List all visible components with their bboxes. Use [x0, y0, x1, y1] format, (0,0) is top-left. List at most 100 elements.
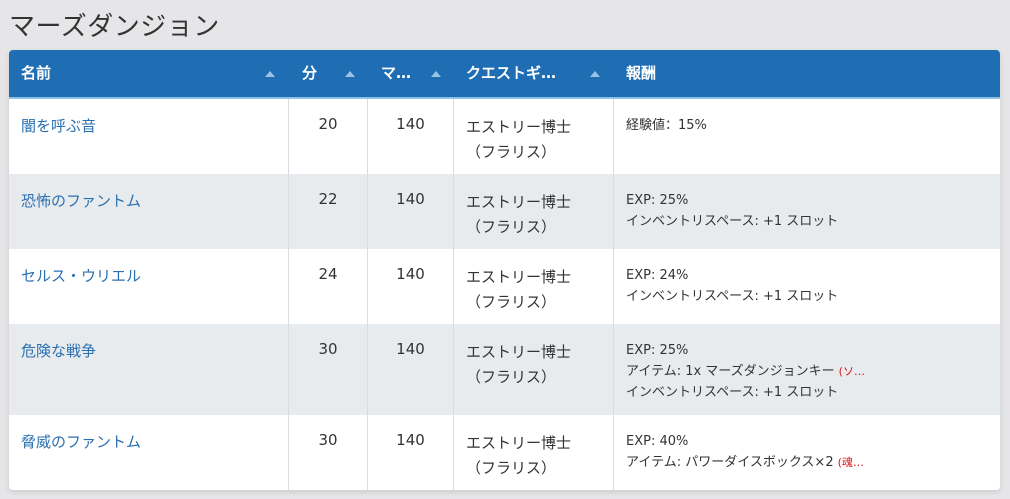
cell-giver: エストリー博士 （フラリス） — [454, 174, 614, 249]
mars-value: 140 — [396, 190, 425, 208]
quest-giver-name: エストリー博士 — [466, 193, 572, 211]
column-header-quest-giver[interactable]: クエストギ… — [454, 50, 614, 97]
reward-item: EXP: 24% — [626, 265, 992, 286]
minutes-value: 30 — [318, 431, 338, 449]
sort-asc-icon[interactable] — [265, 71, 275, 77]
reward-item: インベントリスペース: +1 スロット — [626, 286, 992, 307]
quest-giver-name: エストリー博士 — [466, 268, 572, 286]
reward-list: EXP: 40% アイテム: パワーダイスボックス×2 (魂… — [626, 431, 992, 473]
cell-name: 闇を呼ぶ音 — [9, 99, 289, 174]
cell-mars: 140 — [368, 249, 454, 324]
cell-minutes: 30 — [289, 415, 368, 490]
minutes-value: 22 — [318, 190, 338, 208]
column-header-name-label: 名前 — [21, 64, 52, 82]
reward-text: アイテム: パワーダイスボックス×2 — [626, 455, 834, 470]
reward-item: アイテム: 1x マーズダンジョンキー (ソ… — [626, 361, 992, 382]
reward-item: EXP: 25% — [626, 190, 992, 211]
cell-giver: エストリー博士 （フラリス） — [454, 249, 614, 324]
sort-asc-icon[interactable] — [590, 71, 600, 77]
cell-mars: 140 — [368, 415, 454, 490]
reward-list: EXP: 24% インベントリスペース: +1 スロット — [626, 265, 992, 307]
column-header-mars-label: マ… — [381, 64, 412, 82]
quest-giver-location: （フラリス） — [466, 218, 557, 236]
quest-name-link[interactable]: 闇を呼ぶ音 — [21, 117, 97, 135]
mars-value: 140 — [396, 340, 425, 358]
minutes-value: 24 — [318, 265, 338, 283]
reward-text: インベントリスペース: +1 スロット — [626, 289, 839, 304]
minutes-value: 20 — [318, 115, 338, 133]
table-row: セルス・ウリエル 24 140 エストリー博士 （フラリス） EXP: 24% インベントリ… — [9, 249, 1000, 325]
mars-value: 140 — [396, 431, 425, 449]
cell-name: 脅威のファントム — [9, 415, 289, 490]
quest-giver: エストリー博士 （フラリス） — [466, 340, 571, 390]
cell-giver: エストリー博士 （フラリス） — [454, 99, 614, 174]
reward-item: 経験値：15% — [626, 115, 992, 136]
cell-minutes: 20 — [289, 99, 368, 174]
reward-item: インベントリスペース: +1 スロット — [626, 211, 992, 232]
quest-name-link[interactable]: 恐怖のファントム — [21, 192, 142, 210]
table-row: 脅威のファントム 30 140 エストリー博士 （フラリス） EXP: 40% アイテム: … — [9, 415, 1000, 490]
cell-name: 危険な戦争 — [9, 324, 289, 415]
reward-text: アイテム: 1x マーズダンジョンキー — [626, 364, 835, 379]
column-header-mars[interactable]: マ… — [368, 50, 454, 97]
cell-mars: 140 — [368, 99, 454, 174]
column-header-minutes[interactable]: 分 — [292, 50, 368, 97]
reward-text: EXP: 25% — [626, 193, 689, 208]
cell-mars: 140 — [368, 324, 454, 415]
quest-giver: エストリー博士 （フラリス） — [466, 265, 571, 315]
quest-giver-name: エストリー博士 — [466, 118, 572, 136]
quest-name-link[interactable]: セルス・ウリエル — [21, 267, 142, 285]
reward-text: EXP: 40% — [626, 434, 689, 449]
reward-text: EXP: 24% — [626, 268, 689, 283]
column-header-name[interactable]: 名前 — [9, 50, 292, 97]
quest-giver: エストリー博士 （フラリス） — [466, 190, 571, 240]
column-header-minutes-label: 分 — [302, 64, 318, 82]
reward-item: インベントリスペース: +1 スロット — [626, 382, 992, 403]
quest-giver-name: エストリー博士 — [466, 343, 572, 361]
reward-note: (ソ… — [838, 365, 865, 378]
quest-giver-location: （フラリス） — [466, 368, 557, 386]
quest-giver: エストリー博士 （フラリス） — [466, 431, 571, 481]
column-header-quest-giver-label: クエストギ… — [466, 64, 557, 82]
cell-giver: エストリー博士 （フラリス） — [454, 415, 614, 490]
mars-value: 140 — [396, 115, 425, 133]
cell-reward: 経験値：15% — [614, 99, 1000, 174]
mars-value: 140 — [396, 265, 425, 283]
cell-reward: EXP: 25% アイテム: 1x マーズダンジョンキー (ソ… インベントリスペース… — [614, 324, 1000, 415]
reward-text: 経験値：15% — [626, 118, 707, 133]
reward-item: EXP: 40% — [626, 431, 992, 452]
cell-reward: EXP: 25% インベントリスペース: +1 スロット — [614, 174, 1000, 249]
reward-text: インベントリスペース: +1 スロット — [626, 214, 839, 229]
cell-giver: エストリー博士 （フラリス） — [454, 324, 614, 415]
quest-giver-location: （フラリス） — [466, 459, 557, 477]
minutes-value: 30 — [318, 340, 338, 358]
table-row: 闇を呼ぶ音 20 140 エストリー博士 （フラリス） 経験値：15% — [9, 99, 1000, 175]
quest-giver: エストリー博士 （フラリス） — [466, 115, 571, 165]
reward-note: (魂… — [837, 456, 864, 469]
cell-minutes: 22 — [289, 174, 368, 249]
table-row: 危険な戦争 30 140 エストリー博士 （フラリス） EXP: 25% アイテム: 1x … — [9, 324, 1000, 416]
quest-giver-name: エストリー博士 — [466, 434, 572, 452]
quest-name-link[interactable]: 脅威のファントム — [21, 433, 142, 451]
page-title: マーズダンジョン — [9, 12, 220, 42]
reward-item: アイテム: パワーダイスボックス×2 (魂… — [626, 452, 992, 473]
table-row: 恐怖のファントム 22 140 エストリー博士 （フラリス） EXP: 25% インベントリ… — [9, 174, 1000, 250]
quest-giver-location: （フラリス） — [466, 293, 557, 311]
reward-text: インベントリスペース: +1 スロット — [626, 385, 839, 400]
quest-table: 名前 分 マ… クエストギ… 報酬 闇を呼ぶ音 20 140 エストリー博士 （フラリス… — [9, 50, 1000, 490]
quest-name-link[interactable]: 危険な戦争 — [21, 342, 97, 360]
sort-asc-icon[interactable] — [345, 71, 355, 77]
table-header: 名前 分 マ… クエストギ… 報酬 — [9, 50, 1000, 99]
reward-list: 経験値：15% — [626, 115, 992, 136]
sort-asc-icon[interactable] — [431, 71, 441, 77]
reward-item: EXP: 25% — [626, 340, 992, 361]
cell-minutes: 30 — [289, 324, 368, 415]
quest-giver-location: （フラリス） — [466, 143, 557, 161]
reward-list: EXP: 25% アイテム: 1x マーズダンジョンキー (ソ… インベントリスペース… — [626, 340, 992, 403]
cell-minutes: 24 — [289, 249, 368, 324]
cell-mars: 140 — [368, 174, 454, 249]
reward-text: EXP: 25% — [626, 343, 689, 358]
cell-reward: EXP: 24% インベントリスペース: +1 スロット — [614, 249, 1000, 324]
column-header-reward: 報酬 — [614, 50, 1000, 97]
reward-list: EXP: 25% インベントリスペース: +1 スロット — [626, 190, 992, 232]
